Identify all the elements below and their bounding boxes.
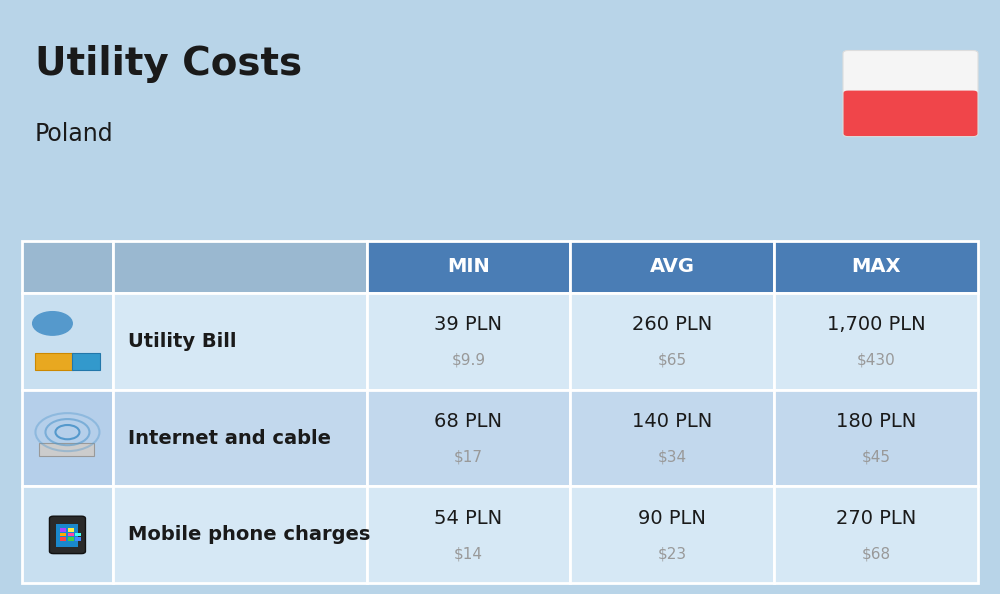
Bar (35, 353, 73, 369)
Circle shape (33, 312, 72, 335)
Text: 90 PLN: 90 PLN (638, 509, 706, 527)
Bar (570, 241, 774, 293)
Bar (75, 533, 81, 536)
Bar (367, 293, 570, 390)
Text: 260 PLN: 260 PLN (632, 315, 712, 334)
FancyBboxPatch shape (843, 90, 978, 137)
Text: $45: $45 (862, 450, 891, 465)
Text: $23: $23 (658, 546, 687, 561)
Text: 270 PLN: 270 PLN (836, 509, 916, 527)
Text: MIN: MIN (447, 257, 490, 276)
Bar (367, 241, 570, 293)
Bar (60, 533, 66, 536)
Bar (113, 293, 367, 390)
Text: $65: $65 (658, 353, 687, 368)
Text: 180 PLN: 180 PLN (836, 412, 916, 431)
Text: 140 PLN: 140 PLN (632, 412, 712, 431)
Bar (39, 443, 94, 456)
Text: $14: $14 (454, 546, 483, 561)
Bar (68, 529, 74, 532)
Bar (72, 353, 100, 369)
FancyBboxPatch shape (49, 516, 85, 554)
Bar (570, 293, 774, 390)
Text: 39 PLN: 39 PLN (434, 315, 502, 334)
Text: Utility Bill: Utility Bill (128, 332, 236, 350)
Bar (22, 486, 113, 583)
Bar (75, 538, 81, 541)
Bar (367, 486, 570, 583)
Text: 1,700 PLN: 1,700 PLN (827, 315, 925, 334)
Bar (570, 390, 774, 486)
Bar (367, 390, 570, 486)
Bar (113, 486, 367, 583)
FancyBboxPatch shape (843, 50, 978, 96)
Text: Mobile phone charges: Mobile phone charges (128, 526, 370, 544)
Text: 54 PLN: 54 PLN (434, 509, 502, 527)
Text: $430: $430 (857, 353, 895, 368)
Bar (774, 293, 978, 390)
Bar (60, 538, 66, 541)
Text: MAX: MAX (851, 257, 901, 276)
Text: AVG: AVG (650, 257, 695, 276)
Bar (113, 241, 367, 293)
Text: $9.9: $9.9 (451, 353, 485, 368)
Text: $34: $34 (658, 450, 687, 465)
Bar (22, 293, 113, 390)
Text: 68 PLN: 68 PLN (434, 412, 502, 431)
Bar (774, 241, 978, 293)
Text: Poland: Poland (35, 122, 114, 146)
Bar (570, 486, 774, 583)
Bar (68, 533, 74, 536)
Text: Utility Costs: Utility Costs (35, 45, 302, 83)
Bar (22, 241, 113, 293)
Bar (68, 538, 74, 541)
Bar (774, 390, 978, 486)
Text: $17: $17 (454, 450, 483, 465)
Bar (60, 529, 66, 532)
Text: Internet and cable: Internet and cable (128, 429, 331, 447)
Bar (774, 486, 978, 583)
Bar (113, 390, 367, 486)
Text: $68: $68 (862, 546, 891, 561)
Bar (22, 390, 113, 486)
Bar (56, 524, 78, 547)
